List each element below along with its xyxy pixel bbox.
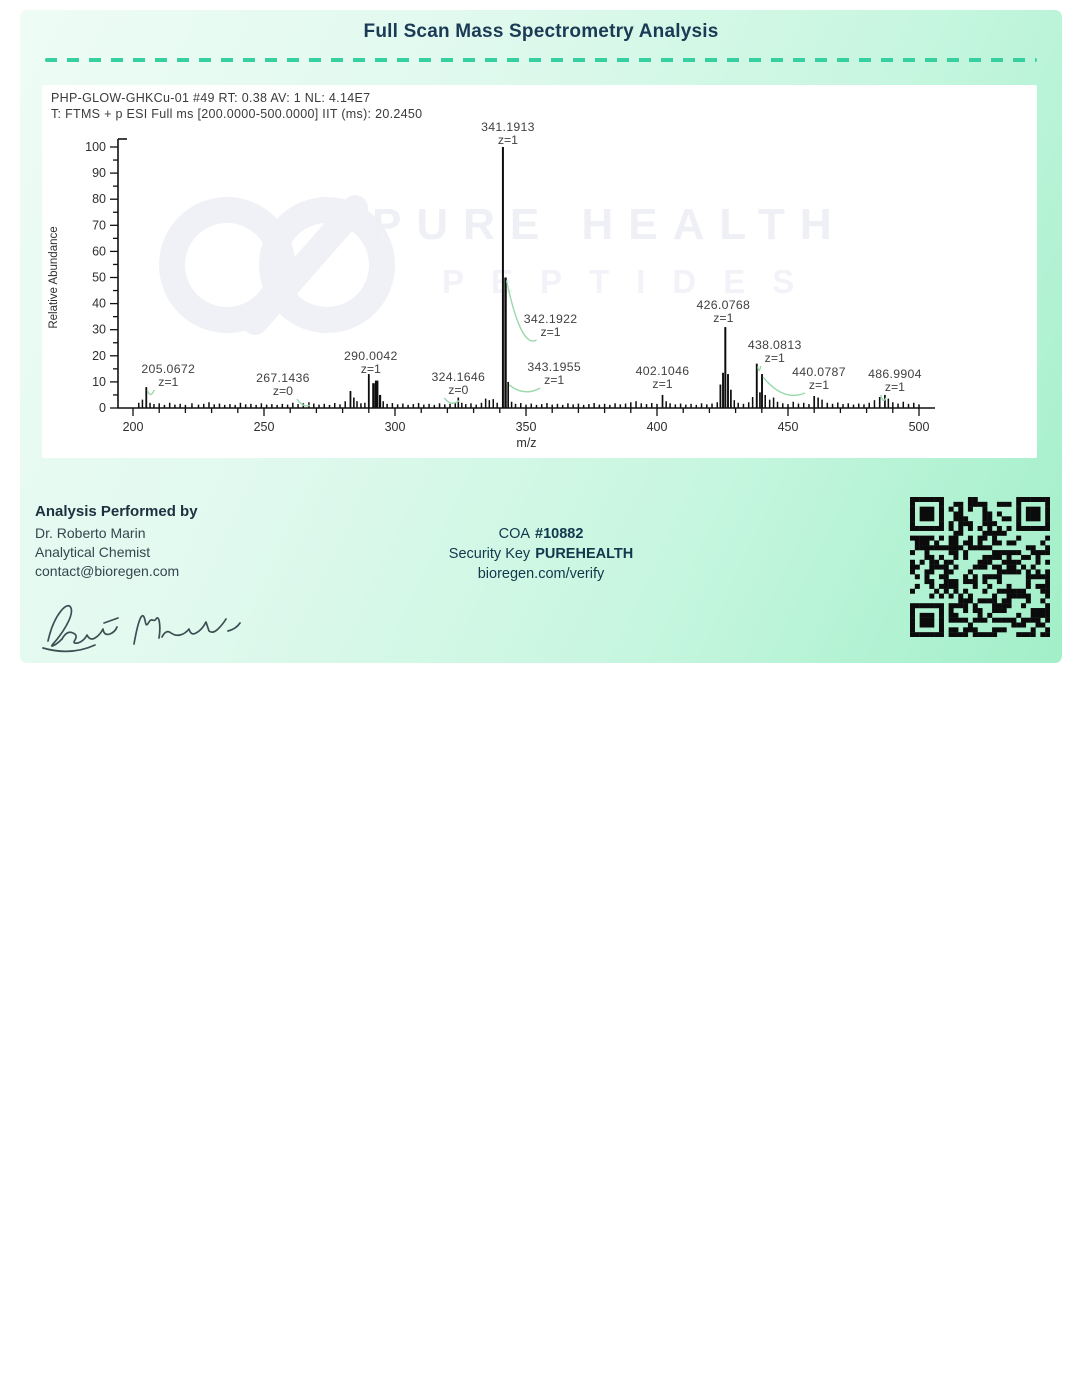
svg-text:z=1: z=1 xyxy=(809,378,829,392)
svg-text:90: 90 xyxy=(92,166,106,180)
svg-text:324.1646: 324.1646 xyxy=(431,370,485,384)
analyst-name: Dr. Roberto Marin xyxy=(35,525,146,541)
spectrum-header-line1: PHP-GLOW-GHKCu-01 #49 RT: 0.38 AV: 1 NL:… xyxy=(51,91,371,105)
svg-text:341.1913: 341.1913 xyxy=(481,120,535,134)
svg-text:426.0768: 426.0768 xyxy=(696,298,750,312)
svg-text:486.9904: 486.9904 xyxy=(868,367,922,381)
spectrum-header-line2: T: FTMS + p ESI Full ms [200.0000-500.00… xyxy=(51,107,423,121)
svg-text:Relative Abundance: Relative Abundance xyxy=(48,226,60,328)
svg-text:60: 60 xyxy=(92,244,106,258)
coa-number-line: COA #10882 xyxy=(20,524,1062,544)
svg-text:402.1046: 402.1046 xyxy=(636,364,690,378)
svg-text:350: 350 xyxy=(516,420,537,434)
svg-text:70: 70 xyxy=(92,218,106,232)
page-title: Full Scan Mass Spectrometry Analysis xyxy=(363,21,719,42)
coa-block: COA #10882 Security Key PUREHEALTH biorege… xyxy=(20,524,1062,584)
watermark-text-line1: PURE HEALTH xyxy=(372,200,847,249)
svg-text:z=1: z=1 xyxy=(361,362,381,376)
svg-text:40: 40 xyxy=(92,297,106,311)
svg-text:z=1: z=1 xyxy=(158,375,178,389)
svg-text:z=1: z=1 xyxy=(885,380,905,394)
svg-text:z=1: z=1 xyxy=(713,311,733,325)
svg-text:500: 500 xyxy=(909,420,930,434)
svg-text:z=0: z=0 xyxy=(273,384,293,398)
svg-text:z=1: z=1 xyxy=(540,325,560,339)
analyst-email: contact@bioregen.com xyxy=(35,563,180,579)
coa-number: #10882 xyxy=(535,526,584,542)
svg-text:0: 0 xyxy=(99,401,106,415)
svg-text:100: 100 xyxy=(85,140,106,154)
verify-url: bioregen.com/verify xyxy=(477,566,605,582)
svg-text:438.0813: 438.0813 xyxy=(748,338,802,352)
analyst-role: Analytical Chemist xyxy=(35,544,151,560)
svg-text:z=1: z=1 xyxy=(498,133,518,147)
svg-text:80: 80 xyxy=(92,192,106,206)
infinity-logo-watermark xyxy=(159,195,395,335)
svg-text:300: 300 xyxy=(385,420,406,434)
security-key-line: Security Key PUREHEALTH xyxy=(20,544,1062,564)
qr-code xyxy=(910,497,1050,637)
svg-text:400: 400 xyxy=(647,420,668,434)
svg-text:200: 200 xyxy=(123,420,144,434)
svg-text:m/z: m/z xyxy=(516,436,536,450)
analyst-heading: Analysis Performed by xyxy=(35,503,198,520)
svg-text:440.0787: 440.0787 xyxy=(792,365,846,379)
svg-text:30: 30 xyxy=(92,323,106,337)
coa-label: COA xyxy=(498,526,531,542)
svg-text:z=0: z=0 xyxy=(448,383,468,397)
spectrum-panel: PHP-GLOW-GHKCu-01 #49 RT: 0.38 AV: 1 NL:… xyxy=(42,85,1037,458)
svg-text:250: 250 xyxy=(254,420,275,434)
dashed-divider xyxy=(45,58,1037,62)
security-key-label: Security Key xyxy=(448,546,531,562)
security-key-value: PUREHEALTH xyxy=(535,546,634,562)
svg-text:267.1436: 267.1436 xyxy=(256,371,310,385)
signature-image xyxy=(42,605,241,653)
analysis-card: Full Scan Mass Spectrometry Analysis PHP… xyxy=(20,10,1062,663)
analyst-block: Analysis Performed by Dr. Roberto Marin … xyxy=(35,502,198,581)
svg-text:20: 20 xyxy=(92,349,106,363)
svg-text:10: 10 xyxy=(92,375,106,389)
svg-text:50: 50 xyxy=(92,271,106,285)
watermark-text-line2: PEPTIDES xyxy=(442,263,822,300)
svg-text:z=1: z=1 xyxy=(652,377,672,391)
svg-text:342.1922: 342.1922 xyxy=(524,312,578,326)
svg-text:z=1: z=1 xyxy=(765,351,785,365)
svg-text:205.0672: 205.0672 xyxy=(141,362,195,376)
svg-text:z=1: z=1 xyxy=(544,373,564,387)
mass-spectrum-chart: 0 10 20 30 40 50 60 70 80 90 100 200 250 300 350 400 450… xyxy=(48,120,935,450)
svg-text:343.1955: 343.1955 xyxy=(527,360,581,374)
svg-text:450: 450 xyxy=(778,420,799,434)
svg-text:290.0042: 290.0042 xyxy=(344,349,398,363)
